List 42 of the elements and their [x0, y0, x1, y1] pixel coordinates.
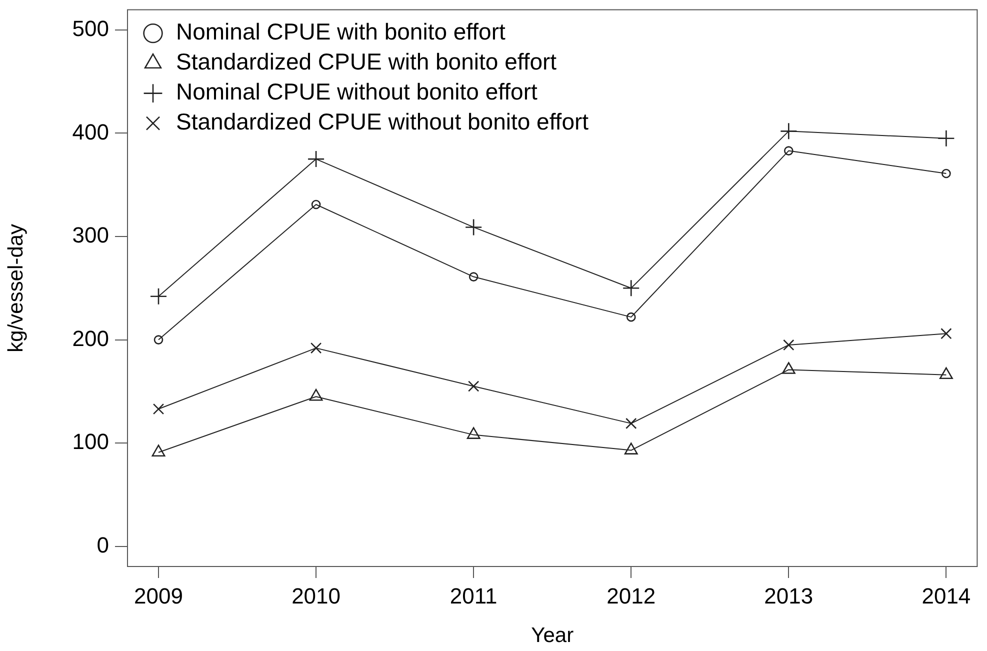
point: [782, 362, 796, 374]
legend-label: Standardized CPUE without bonito effort: [176, 108, 590, 135]
point: [464, 218, 482, 236]
y-axis-title: kg/vessel-day: [4, 223, 28, 352]
legend-label: Nominal CPUE with bonito effort: [176, 18, 506, 45]
y-tick-label: 200: [72, 326, 109, 351]
x-axis-title: Year: [531, 624, 574, 648]
x-tick-label: 2013: [764, 583, 814, 608]
x-tick-label: 2012: [606, 583, 656, 608]
x-tick-label: 2009: [134, 583, 183, 608]
x-tick-label: 2011: [450, 583, 498, 608]
y-tick-label: 400: [72, 119, 109, 144]
point: [152, 444, 166, 457]
x-tick-label: 2014: [922, 583, 971, 608]
point: [150, 288, 168, 306]
point: [152, 403, 164, 415]
point: [622, 280, 640, 297]
y-tick-label: 0: [96, 532, 109, 558]
point: [626, 418, 637, 430]
point: [780, 122, 798, 140]
point: [466, 427, 480, 439]
point: [309, 388, 323, 401]
point: [784, 146, 794, 156]
point: [624, 442, 638, 454]
legend-label: Nominal CPUE without bonito effort: [176, 78, 538, 105]
point: [939, 367, 953, 380]
point: [307, 150, 325, 168]
y-tick-label: 100: [72, 429, 109, 454]
point: [940, 328, 952, 340]
point: [468, 380, 480, 392]
point: [310, 342, 322, 354]
point: [938, 130, 955, 148]
x-tick-label: 2010: [292, 583, 341, 608]
point: [783, 339, 794, 351]
legend-label: Standardized CPUE with bonito effort: [176, 48, 558, 75]
point: [154, 335, 164, 344]
point: [626, 312, 636, 322]
y-tick-label: 500: [72, 16, 109, 42]
y-tick-label: 300: [72, 222, 109, 248]
point: [942, 168, 951, 178]
point: [311, 200, 321, 210]
point: [468, 272, 478, 282]
